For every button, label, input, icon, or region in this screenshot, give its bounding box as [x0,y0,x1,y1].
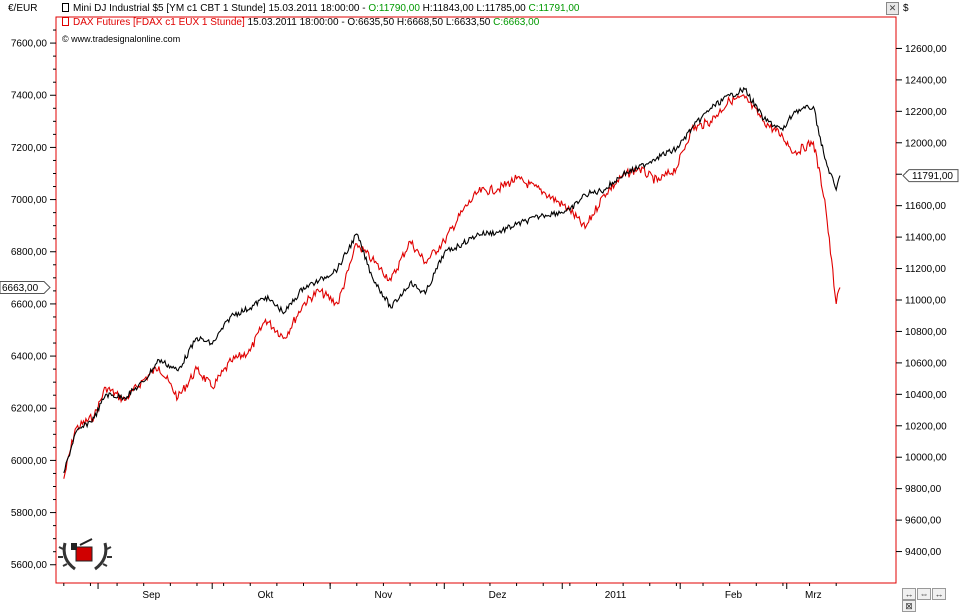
legend-series-dax: DAX Futures [FDAX c1 EUX 1 Stunde] 15.03… [62,17,539,28]
dax-series-line [63,94,841,479]
series-layer [63,86,841,479]
x-tick-label: 2011 [605,590,627,601]
x-axis: Sep Okt Nov Dez 2011 Feb Mrz [63,583,837,601]
right-tick-label: 10600,00 [905,358,947,369]
left-tick-label: 5800,00 [11,508,48,519]
legend-dow-close: C:11791,00 [528,3,580,14]
left-tick-label: 7600,00 [11,39,48,50]
legend-swatch-dow [62,3,69,12]
left-tick-label: 6600,00 [11,299,48,310]
right-tick-label: 10000,00 [905,453,947,464]
plot-area-frame [55,16,897,584]
left-tick-label: 7000,00 [11,195,48,206]
right-tick-label: 10200,00 [905,421,947,432]
x-tick-label: Okt [258,590,274,601]
legend-dow-open: O:11790,00 [368,3,420,14]
fit-button[interactable]: ⊠ [902,600,916,612]
legend-dow-label: Mini DJ Industrial $5 [YM c1 CBT 1 Stund… [73,3,369,14]
right-tick-label: 11000,00 [905,296,946,307]
x-tick-label: Nov [375,590,393,601]
left-tick-label: 7200,00 [11,143,48,154]
right-tick-label: 11400,00 [905,233,946,244]
right-tick-label: 9600,00 [905,516,942,527]
right-tick-label: 11600,00 [905,201,946,212]
right-tick-label: 12000,00 [905,138,947,149]
left-tick-label: 7400,00 [11,91,48,102]
legend-dax-label: DAX Futures [FDAX c1 EUX 1 Stunde] [73,17,248,28]
x-tick-label: Feb [725,590,743,601]
right-tick-label: 9800,00 [905,484,942,495]
scroll-right-button[interactable]: ↔ [932,588,946,600]
right-tick-label: 12400,00 [905,75,947,86]
left-tick-label: 6400,00 [11,352,48,363]
last-value-tags: 6663,00 11791,00 [0,169,959,294]
right-tick-label: 12200,00 [905,107,947,118]
left-tick-label: 6800,00 [11,247,48,258]
left-tick-label: 5600,00 [11,560,48,571]
right-tick-label: 9400,00 [905,547,942,558]
scroll-left-button[interactable]: ↔ [902,588,916,600]
legend-dax-close: C:6663,00 [493,17,540,28]
right-tick-label: 12600,00 [905,44,947,55]
right-tick-label: 10800,00 [905,327,947,338]
last-value-tag-right [902,169,959,183]
legend-dow-hl: H:11843,00 L:11785,00 [419,3,529,14]
zoom-button[interactable]: ⇔ [917,588,931,600]
legend-dax-ohl: 15.03.2011 18:00:00 - O:6635,50 H:6668,5… [247,17,494,28]
close-button[interactable]: ✕ [886,2,899,15]
last-value-tag-left [0,280,51,294]
right-unit-label: $ [903,3,909,14]
x-tick-label: Sep [142,590,160,601]
left-tick-label: 6000,00 [11,456,48,467]
legend-series-dow: Mini DJ Industrial $5 [YM c1 CBT 1 Stund… [62,3,579,14]
legend-swatch-dax [62,17,69,26]
copyright-text: © www.tradesignalonline.com [62,34,181,44]
left-axis: 5600,00 5800,00 6000,00 6200,00 6400,00 6600,… [11,29,56,571]
left-tick-label: 6200,00 [11,404,48,415]
x-tick-label: Dez [489,590,507,601]
last-value-right-text: 11791,00 [912,171,953,182]
last-value-left-text: 6663,00 [2,283,39,294]
left-unit-label: €/EUR [8,3,38,14]
dow-series-line [63,86,841,474]
laurel-logo [58,538,112,571]
right-tick-label: 11200,00 [905,264,946,275]
right-axis: 9400,00 9600,00 9800,00 10000,00 10200,00 104… [896,44,947,558]
right-tick-label: 10400,00 [905,390,947,401]
x-tick-label: Mrz [805,590,822,601]
navigation-buttons: ↔ ⇔ ↔⊠ [902,588,960,612]
